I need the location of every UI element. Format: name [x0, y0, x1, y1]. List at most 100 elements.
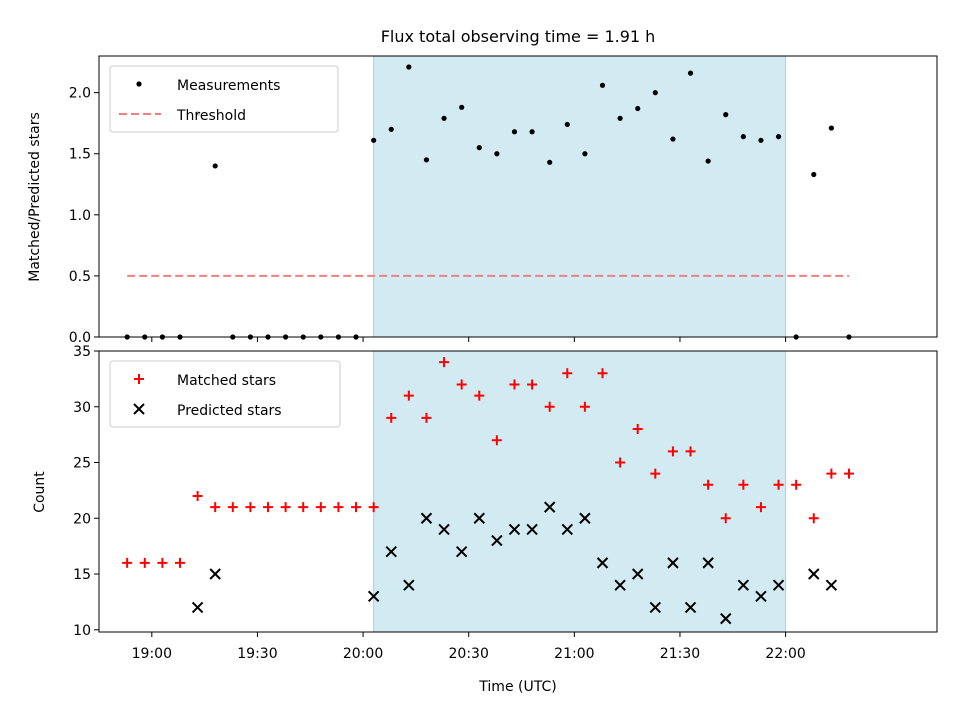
matched-stars-point — [632, 424, 643, 435]
bottom-y-tick-label: 35 — [73, 344, 91, 360]
predicted-stars-point — [455, 546, 468, 558]
top-y-tick-label: 1.5 — [69, 147, 91, 163]
matched-stars-point — [280, 502, 291, 513]
measurements-point — [635, 105, 641, 112]
predicted-stars-point — [808, 568, 820, 580]
bottom-axes-frame — [98, 350, 938, 633]
matched-stars-point — [826, 468, 837, 479]
legend-matched-marker — [134, 374, 144, 384]
predicted-stars-point — [526, 523, 538, 536]
bottom-x-tick-label: 19:00 — [132, 646, 172, 662]
top-x-ticks — [151, 337, 787, 342]
matched-stars-point — [597, 368, 608, 379]
predicted-stars-point — [543, 501, 556, 513]
matched-stars-point — [227, 502, 238, 513]
top-panel: 0.00.51.01.52.0 Matched/Predicted stars … — [27, 55, 938, 346]
predicted-stars-point — [491, 534, 503, 547]
measurements-point — [652, 90, 658, 96]
matched-stars-point — [439, 357, 450, 368]
measurements-point — [758, 137, 764, 143]
measurements-point — [775, 134, 782, 140]
matched-stars-point — [755, 502, 766, 513]
bottom-x-ticks: 19:00 19:30 20:00 20:30 21:00 21:30 22:00 — [132, 632, 806, 662]
measurements-point — [723, 112, 729, 118]
predicted-stars-point — [702, 557, 714, 569]
measurements-point — [811, 171, 817, 178]
measurements-point — [687, 70, 694, 76]
matched-stars-point — [210, 502, 221, 513]
matched-stars-point — [386, 412, 397, 423]
bottom-y-tick-label: 20 — [73, 511, 91, 527]
matched-stars-point — [843, 468, 854, 479]
measurements-point — [388, 126, 394, 132]
matched-stars-point — [298, 502, 309, 513]
top-y-axis-label: Matched/Predicted stars — [27, 112, 43, 282]
matched-stars-point — [351, 502, 362, 513]
measurements-point — [441, 115, 447, 121]
measurements-point — [670, 136, 676, 142]
bottom-x-tick-label: 19:30 — [237, 646, 277, 662]
matched-stars-point — [174, 557, 185, 568]
matched-stars-point — [720, 513, 731, 524]
bottom-shaded-interval — [373, 350, 787, 633]
measurements-point — [371, 137, 377, 143]
matched-stars-point — [315, 502, 326, 513]
bottom-y-tick-label: 10 — [73, 623, 91, 639]
matched-stars-point — [368, 502, 379, 513]
matched-stars-point — [474, 390, 485, 401]
measurements-point — [423, 157, 430, 163]
measurements-point — [617, 115, 623, 121]
matched-stars-point — [808, 513, 819, 524]
matched-stars-point — [579, 401, 590, 412]
matched-stars-point — [562, 368, 573, 379]
bottom-y-tick-label: 25 — [73, 456, 91, 472]
bottom-legend-box — [109, 360, 341, 428]
legend-measurements-label: Measurements — [177, 78, 280, 94]
predicted-stars-point — [772, 579, 785, 591]
matched-stars-point — [667, 446, 678, 457]
bottom-y-ticks: 10 15 20 25 30 35 — [73, 344, 99, 639]
predicted-stars-point — [367, 590, 380, 603]
figure-title: Flux total observing time = 1.91 h — [381, 27, 656, 46]
bottom-y-axis-label: Count — [32, 471, 48, 513]
top-axes-frame — [98, 55, 938, 338]
top-y-tick-label: 2.0 — [69, 86, 91, 102]
bottom-legend: Matched stars Predicted stars — [109, 360, 341, 428]
measurements-point — [547, 159, 553, 165]
matched-stars-point — [773, 479, 784, 490]
predicted-stars-point — [737, 579, 750, 591]
measurements-point — [828, 125, 834, 131]
matched-stars-point — [456, 379, 467, 390]
measurements-point — [476, 145, 482, 151]
matched-stars-point — [491, 435, 502, 446]
bottom-x-tick-label: 21:30 — [660, 646, 700, 662]
legend-predicted-marker — [133, 403, 145, 415]
bottom-x-tick-label: 20:30 — [449, 646, 489, 662]
measurements-point — [705, 158, 711, 164]
matched-stars-point — [738, 479, 749, 490]
matched-stars-point — [122, 557, 133, 568]
predicted-stars-point — [667, 557, 679, 569]
matched-stars-point — [791, 479, 802, 490]
predicted-stars-point — [755, 590, 767, 603]
legend-threshold-label: Threshold — [176, 108, 246, 124]
matched-stars-point — [333, 502, 344, 513]
predicted-stars-point — [209, 568, 221, 580]
matched-stars-point — [139, 557, 150, 568]
x-axis-label: Time (UTC) — [478, 679, 556, 695]
bottom-panel: 10 15 20 25 30 35 19:00 19:30 20:00 20:30 21:00 21… — [32, 344, 938, 662]
matched-stars-point — [509, 379, 520, 390]
measurements-point — [564, 121, 570, 128]
matched-stars-point — [192, 490, 203, 501]
legend-matched-label: Matched stars — [177, 373, 276, 389]
measurements-point — [740, 134, 746, 140]
legend-measurements-marker — [136, 81, 142, 87]
legend-predicted-label: Predicted stars — [177, 403, 282, 419]
top-y-ticks: 0.0 0.5 1.0 1.5 2.0 — [69, 86, 99, 346]
top-y-tick-label: 1.0 — [69, 208, 91, 224]
predicted-stars-point — [438, 523, 450, 536]
measurements-point — [582, 151, 588, 157]
measurements-point — [494, 151, 500, 157]
matched-stars-point — [685, 446, 696, 457]
